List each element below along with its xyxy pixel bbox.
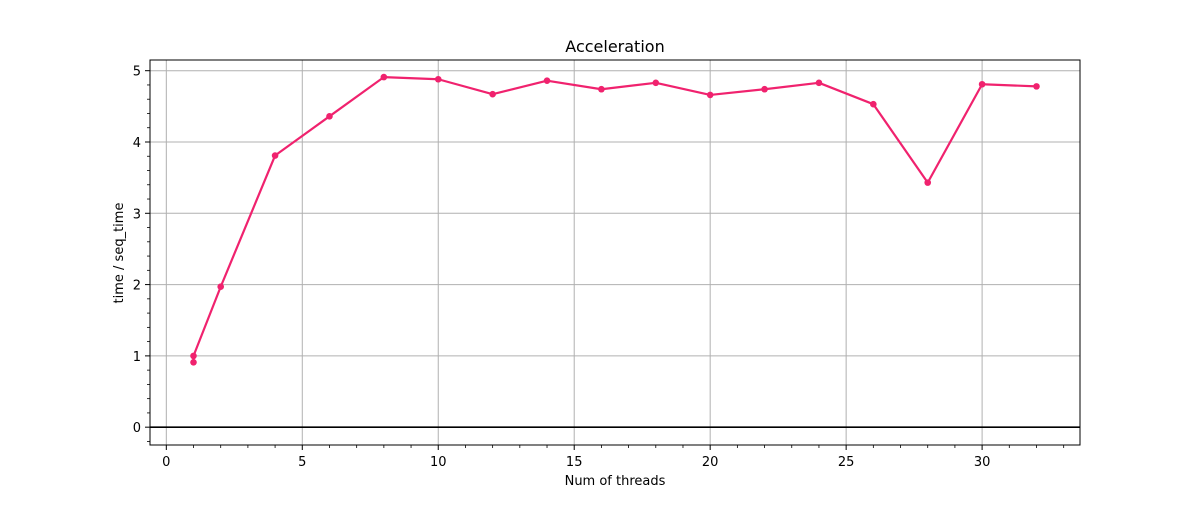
grid-layer xyxy=(150,60,1080,445)
y-tick-label: 0 xyxy=(133,421,141,436)
y-tick-label: 4 xyxy=(133,136,141,151)
series-line xyxy=(192,76,1038,364)
data-point xyxy=(924,179,932,186)
data-point xyxy=(761,85,768,93)
data-point xyxy=(598,85,605,93)
data-point xyxy=(380,73,388,81)
x-axis-label: Num of threads xyxy=(565,474,666,489)
x-tick-label: 0 xyxy=(162,455,170,470)
data-point xyxy=(652,79,660,87)
x-tick-label: 20 xyxy=(702,455,719,470)
chart-title: Acceleration xyxy=(565,37,664,56)
data-point xyxy=(543,77,551,84)
data-point xyxy=(706,91,714,99)
data-point xyxy=(326,113,333,120)
y-tick-label: 1 xyxy=(133,350,141,365)
data-point xyxy=(1033,83,1040,90)
series-layer xyxy=(190,73,1040,366)
data-point xyxy=(217,283,225,291)
data-point xyxy=(190,358,197,366)
x-tick-label: 15 xyxy=(566,455,583,470)
x-tick-label: 10 xyxy=(430,455,447,470)
data-point xyxy=(489,90,496,98)
x-tick-label: 25 xyxy=(838,455,855,470)
y-tick-label: 5 xyxy=(133,65,141,80)
data-point xyxy=(434,75,442,83)
y-axis-label: time / seq_time xyxy=(112,203,127,304)
data-point xyxy=(271,152,279,159)
data-point xyxy=(190,352,197,360)
axis-layer: 0 5 10 15 20 25 30 0 1 2 3 4 5 xyxy=(133,65,1065,470)
data-point xyxy=(870,100,877,108)
x-tick-label: 30 xyxy=(974,455,991,470)
x-tick-label: 5 xyxy=(298,455,306,470)
y-tick-label: 2 xyxy=(133,279,141,294)
y-tick-label: 3 xyxy=(133,207,141,222)
data-point xyxy=(978,80,986,88)
data-point xyxy=(815,79,823,87)
plot-frame xyxy=(149,59,1081,446)
